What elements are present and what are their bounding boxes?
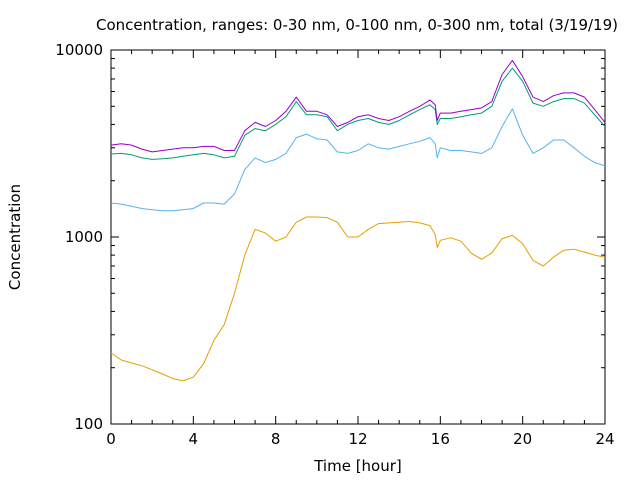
y-tick-label: 100 bbox=[74, 415, 103, 433]
x-axis-label: Time [hour] bbox=[313, 457, 402, 475]
series-line-2 bbox=[110, 108, 606, 212]
series-line-3 bbox=[110, 67, 606, 160]
x-tick-label: 0 bbox=[106, 430, 116, 448]
y-tick-label: 1000 bbox=[65, 228, 103, 246]
series-line-4 bbox=[110, 59, 606, 153]
y-tick-label: 10000 bbox=[55, 41, 103, 59]
x-tick-label: 24 bbox=[595, 430, 614, 448]
x-tick-label: 4 bbox=[189, 430, 199, 448]
axis-ticks: 0 4 8 12 16 20 24 100 1000 10000 bbox=[55, 41, 614, 448]
y-axis-label: Concentration bbox=[6, 184, 24, 290]
x-tick-label: 20 bbox=[513, 430, 532, 448]
series-line-1 bbox=[110, 216, 606, 382]
x-tick-label: 8 bbox=[271, 430, 281, 448]
x-tick-label: 16 bbox=[431, 430, 450, 448]
x-tick-label: 12 bbox=[348, 430, 367, 448]
series-layer bbox=[110, 59, 606, 382]
chart-title: Concentration, ranges: 0-30 nm, 0-100 nm… bbox=[96, 16, 618, 34]
